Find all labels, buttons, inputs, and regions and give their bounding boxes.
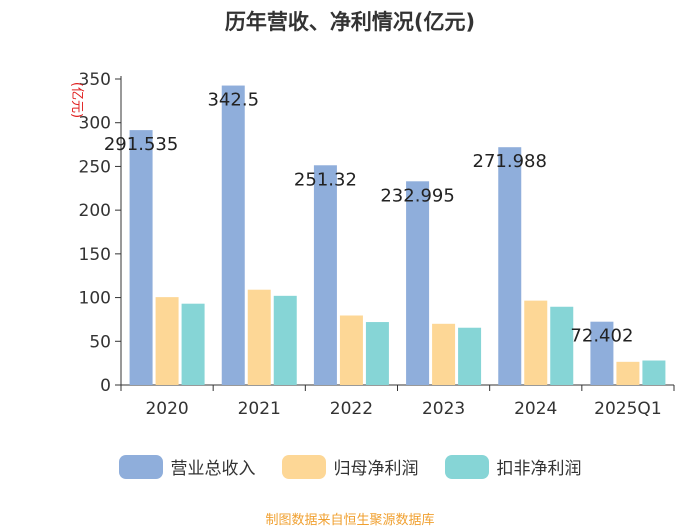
x-tick-label: 2022 xyxy=(330,399,373,419)
legend-label: 归母净利润 xyxy=(333,459,419,479)
data-labels: 291.535 342.5 251.32 232.995 271.988 72.402 xyxy=(104,90,634,347)
bar-deducted-net-profit xyxy=(550,306,574,385)
bar-revenue xyxy=(221,85,245,386)
bar-net-profit xyxy=(524,300,548,385)
legend-item[interactable]: 营业总收入 xyxy=(118,454,256,479)
legend-swatch xyxy=(118,454,163,479)
bar-deducted-net-profit xyxy=(458,327,482,385)
legend-item[interactable]: 归母净利润 xyxy=(281,454,419,479)
bar-revenue xyxy=(590,321,614,385)
bar-revenue xyxy=(129,130,153,385)
bar-deducted-net-profit xyxy=(273,295,297,385)
y-tick-label: 100 xyxy=(79,289,111,309)
bar-net-profit xyxy=(616,361,640,385)
data-label: 72.402 xyxy=(570,326,633,347)
data-label: 342.5 xyxy=(207,90,259,111)
bar-deducted-net-profit xyxy=(365,322,389,385)
legend-item[interactable]: 扣非净利润 xyxy=(444,454,582,479)
x-tick-label: 2023 xyxy=(422,399,465,419)
y-tick-label: 250 xyxy=(79,157,111,177)
bars xyxy=(129,85,666,386)
data-label: 291.535 xyxy=(104,134,178,155)
legend-label: 扣非净利润 xyxy=(496,459,582,479)
data-label: 271.988 xyxy=(473,151,547,172)
x-tick-label: 2024 xyxy=(514,399,557,419)
axes: 0 50 100 150 200 250 300 350 2020 2021 2022 2023 202… xyxy=(79,70,675,419)
data-label: 232.995 xyxy=(380,185,454,206)
x-tick-label: 2021 xyxy=(238,399,281,419)
y-tick-label: 150 xyxy=(79,245,111,265)
bar-revenue xyxy=(406,181,430,385)
y-axis-unit: (亿元) xyxy=(69,82,84,118)
y-tick-label: 350 xyxy=(79,70,111,90)
y-tick-label: 50 xyxy=(89,332,111,352)
legend: 营业总收入 归母净利润 扣非净利润 xyxy=(0,454,700,479)
bar-net-profit xyxy=(432,323,456,385)
legend-swatch xyxy=(281,454,326,479)
bar-deducted-net-profit xyxy=(642,360,666,385)
bar-net-profit xyxy=(155,297,179,385)
bar-deducted-net-profit xyxy=(181,303,205,385)
chart-title: 历年营收、净利情况(亿元) xyxy=(224,10,476,34)
y-tick-label: 0 xyxy=(100,376,111,396)
bar-net-profit xyxy=(339,315,363,385)
legend-swatch xyxy=(444,454,489,479)
bar-net-profit xyxy=(247,289,271,385)
y-tick-label: 300 xyxy=(79,114,111,134)
data-label: 251.32 xyxy=(294,169,357,190)
source-note: 制图数据来自恒生聚源数据库 xyxy=(265,513,435,528)
x-tick-label: 2025Q1 xyxy=(594,399,661,419)
bar-revenue xyxy=(313,165,337,385)
x-tick-label: 2020 xyxy=(145,399,188,419)
y-tick-label: 200 xyxy=(79,201,111,221)
legend-label: 营业总收入 xyxy=(170,459,256,479)
bar-revenue xyxy=(498,147,522,385)
